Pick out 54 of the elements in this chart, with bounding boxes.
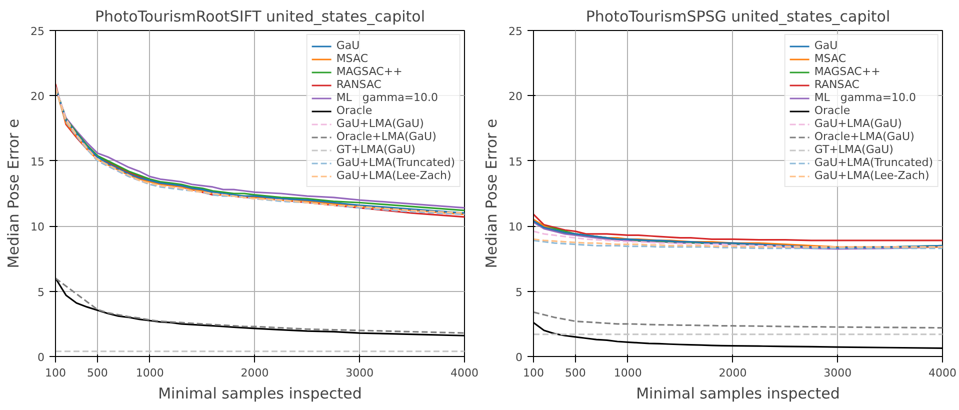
y-tick-label: 0	[38, 351, 44, 364]
x-tick-label: 2000	[240, 366, 269, 380]
legend-label: GaU+LMA(Lee-Zach)	[814, 169, 930, 182]
chart-title: PhotoTourismRootSIFT united_states_capitol	[94, 8, 426, 26]
x-tick-label: 100	[45, 366, 66, 380]
legend-label: Oracle	[814, 104, 850, 117]
y-tick-label: 20	[508, 90, 523, 104]
legend-label: GaU	[336, 39, 360, 52]
y-tick-label: 15	[508, 155, 523, 168]
x-tick-label: 500	[564, 366, 586, 380]
x-tick-label: 2000	[718, 366, 747, 380]
x-tick-label: 1000	[614, 366, 642, 380]
line-series	[534, 214, 942, 242]
y-tick-label: 15	[30, 155, 45, 168]
x-tick-label: 1000	[136, 366, 164, 380]
legend-label: GT+LMA(GaU)	[814, 143, 894, 156]
x-tick-label: 4000	[450, 366, 479, 380]
legend-label: GaU+LMA(Truncated)	[814, 156, 933, 169]
x-axis-title: Minimal samples inspected	[158, 384, 362, 402]
legend-label: ML gamma=10.0	[814, 91, 916, 104]
legend-label: GaU+LMA(GaU)	[336, 117, 424, 130]
y-tick-label: 5	[38, 286, 44, 299]
x-tick-label: 3000	[824, 366, 852, 380]
y-tick-label: 10	[30, 220, 45, 234]
x-tick-label: 100	[523, 366, 544, 380]
legend-label: Oracle	[336, 104, 372, 117]
legend-label: MSAC	[814, 52, 846, 65]
legend-label: GaU+LMA(GaU)	[814, 117, 902, 130]
legend-label: ML gamma=10.0	[336, 91, 438, 104]
x-tick-label: 3000	[346, 366, 374, 380]
y-axis-title: Median Pose Error e	[482, 118, 501, 268]
legend-label: GaU+LMA(Truncated)	[336, 156, 455, 169]
x-tick-label: 4000	[928, 366, 957, 380]
x-tick-label: 500	[86, 366, 108, 380]
y-tick-label: 0	[516, 351, 522, 364]
legend-label: GaU	[814, 39, 838, 52]
legend-label: GT+LMA(GaU)	[336, 143, 416, 156]
y-axis-title: Median Pose Error e	[4, 118, 23, 268]
y-tick-label: 5	[516, 286, 522, 299]
y-tick-label: 25	[508, 25, 523, 38]
line-series	[534, 311, 942, 329]
y-tick-label: 25	[30, 25, 45, 38]
y-tick-label: 10	[508, 220, 523, 234]
y-tick-label: 20	[30, 90, 45, 104]
legend-label: Oracle+LMA(GaU)	[336, 130, 436, 143]
legend-label: RANSAC	[814, 78, 860, 91]
chart-title: PhotoTourismSPSG united_states_capitol	[586, 8, 890, 26]
legend-label: RANSAC	[336, 78, 382, 91]
legend-label: MSAC	[336, 52, 368, 65]
legend-label: Oracle+LMA(GaU)	[814, 130, 914, 143]
legend-label: GaU+LMA(Lee-Zach)	[336, 169, 452, 182]
legend-label: MAGSAC++	[814, 65, 880, 78]
legend-label: MAGSAC++	[336, 65, 402, 78]
x-axis-title: Minimal samples inspected	[636, 384, 840, 402]
